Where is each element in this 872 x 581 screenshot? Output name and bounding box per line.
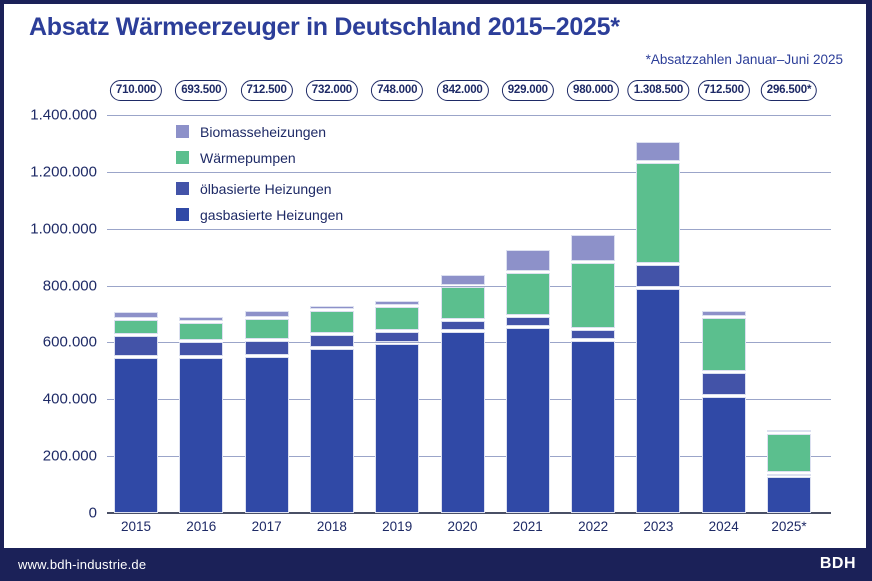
bar-segment-wärmepumpen: [701, 318, 746, 371]
y-axis-tick-label: 0: [88, 504, 97, 522]
bar-segment-wärmepumpen: [309, 311, 354, 334]
bar-segment-biomasseheizungen: [505, 249, 550, 272]
gridline: [107, 171, 831, 173]
x-axis-tick-label: 2023: [643, 519, 674, 534]
legend-label: Biomasseheizungen: [200, 124, 327, 140]
bar-segment-biomasseheizungen: [636, 142, 681, 162]
bar-segment-ölbasierte-heizungen: [505, 316, 550, 327]
total-value-pill: 712.500: [240, 80, 293, 101]
x-axis-line: [107, 512, 831, 514]
bar-segment-gasbasierte-heizungen: [701, 396, 746, 513]
y-axis-tick-label: 1.000.000: [30, 220, 97, 238]
total-value-pill: 980.000: [567, 80, 620, 101]
x-axis-tick-label: 2024: [708, 519, 739, 534]
bar-segment-ölbasierte-heizungen: [244, 341, 289, 355]
bar-segment-ölbasierte-heizungen: [571, 330, 616, 340]
bar-segment-ölbasierte-heizungen: [701, 372, 746, 395]
bar-segment-ölbasierte-heizungen: [636, 264, 681, 288]
legend-label: ölbasierte Heizungen: [200, 181, 332, 197]
total-value-pill: 710.000: [109, 80, 163, 101]
bar-segment-gasbasierte-heizungen: [114, 357, 158, 513]
bar-segment-ölbasierte-heizungen: [309, 335, 354, 347]
chart-footnote: *Absatzzahlen Januar–Juni 2025: [645, 52, 843, 67]
x-axis-tick-label: 2019: [382, 519, 413, 534]
x-axis-tick-label: 2017: [251, 519, 282, 534]
bar-segment-ölbasierte-heizungen: [375, 331, 420, 343]
bar-segment-gasbasierte-heizungen: [179, 358, 224, 513]
y-axis-tick-label: 800.000: [42, 277, 97, 295]
legend-color-swatch: [176, 182, 189, 195]
bar-segment-biomasseheizungen: [375, 301, 420, 306]
bar-segment-gasbasierte-heizungen: [309, 348, 354, 513]
bar-segment-ölbasierte-heizungen: [114, 336, 158, 356]
bar-segment-biomasseheizungen: [571, 235, 616, 262]
y-axis-tick-label: 400.000: [42, 390, 97, 408]
x-axis-tick-label: 2022: [578, 519, 609, 534]
bar-segment-wärmepumpen: [767, 433, 811, 472]
y-axis-tick-label: 200.000: [42, 447, 97, 465]
bar-segment-gasbasierte-heizungen: [767, 476, 811, 513]
legend-color-swatch: [176, 208, 189, 221]
bar-segment-wärmepumpen: [244, 318, 289, 339]
gridline: [107, 115, 831, 116]
gridline: [107, 285, 831, 287]
bar-segment-wärmepumpen: [114, 319, 158, 335]
page-border-right: [866, 0, 872, 581]
bar-segment-biomasseheizungen: [701, 311, 746, 317]
gridline: [107, 228, 831, 230]
x-axis-tick-label: 2016: [186, 519, 217, 534]
bar-segment-wärmepumpen: [505, 273, 550, 315]
legend-label: gasbasierte Heizungen: [200, 207, 344, 223]
bar-segment-ölbasierte-heizungen: [767, 473, 811, 476]
footer-bar: www.bdh-industrie.de BDH: [0, 548, 872, 581]
chart-title: Absatz Wärmeerzeuger in Deutschland 2015…: [29, 13, 620, 41]
x-axis-tick-label: 2018: [316, 519, 347, 534]
total-value-pill: 712.500: [697, 80, 750, 101]
total-value-pill: 1.308.500: [627, 80, 690, 101]
footer-website-url: www.bdh-industrie.de: [18, 557, 147, 572]
bar-segment-wärmepumpen: [571, 263, 616, 329]
bar-segment-biomasseheizungen: [114, 312, 158, 318]
bar-segment-biomasseheizungen: [440, 274, 485, 285]
bar-segment-gasbasierte-heizungen: [244, 356, 289, 513]
total-value-pill: 693.500: [175, 80, 228, 101]
legend-color-swatch: [176, 125, 189, 138]
page-border-top: [0, 0, 872, 4]
total-value-pill: 929.000: [501, 80, 554, 101]
total-value-pill: 748.000: [371, 80, 424, 101]
bdh-logo: BDH: [819, 555, 856, 572]
total-value-pill: 842.000: [436, 80, 489, 101]
legend-label: Wärmepumpen: [200, 150, 296, 166]
bar-segment-ölbasierte-heizungen: [440, 320, 485, 331]
page-border-left: [0, 0, 4, 581]
bar-segment-biomasseheizungen: [309, 305, 354, 310]
x-axis-tick-label: 2021: [512, 519, 543, 534]
y-axis-tick-label: 1.400.000: [30, 106, 97, 124]
bar-segment-wärmepumpen: [636, 163, 681, 263]
bar-segment-gasbasierte-heizungen: [375, 344, 420, 513]
x-axis-tick-label: 2025*: [771, 519, 807, 534]
bar-segment-wärmepumpen: [179, 322, 224, 340]
bar-segment-wärmepumpen: [440, 286, 485, 319]
y-axis-tick-label: 1.200.000: [30, 163, 97, 181]
x-axis-tick-label: 2020: [447, 519, 478, 534]
y-axis-tick-label: 600.000: [42, 333, 97, 351]
bar-segment-biomasseheizungen: [179, 316, 224, 321]
bar-segment-wärmepumpen: [375, 307, 420, 330]
x-axis-tick-label: 2015: [120, 519, 152, 534]
legend-color-swatch: [176, 151, 189, 164]
bar-segment-gasbasierte-heizungen: [571, 341, 616, 513]
bar-segment-biomasseheizungen: [767, 429, 811, 432]
bar-segment-gasbasierte-heizungen: [440, 332, 485, 513]
bar-segment-ölbasierte-heizungen: [179, 341, 224, 357]
bar-segment-gasbasierte-heizungen: [636, 289, 681, 513]
bar-segment-gasbasierte-heizungen: [505, 328, 550, 513]
bar-segment-biomasseheizungen: [244, 311, 289, 317]
total-value-pill: 732.000: [305, 80, 358, 101]
total-value-pill: 296.500*: [760, 80, 818, 101]
